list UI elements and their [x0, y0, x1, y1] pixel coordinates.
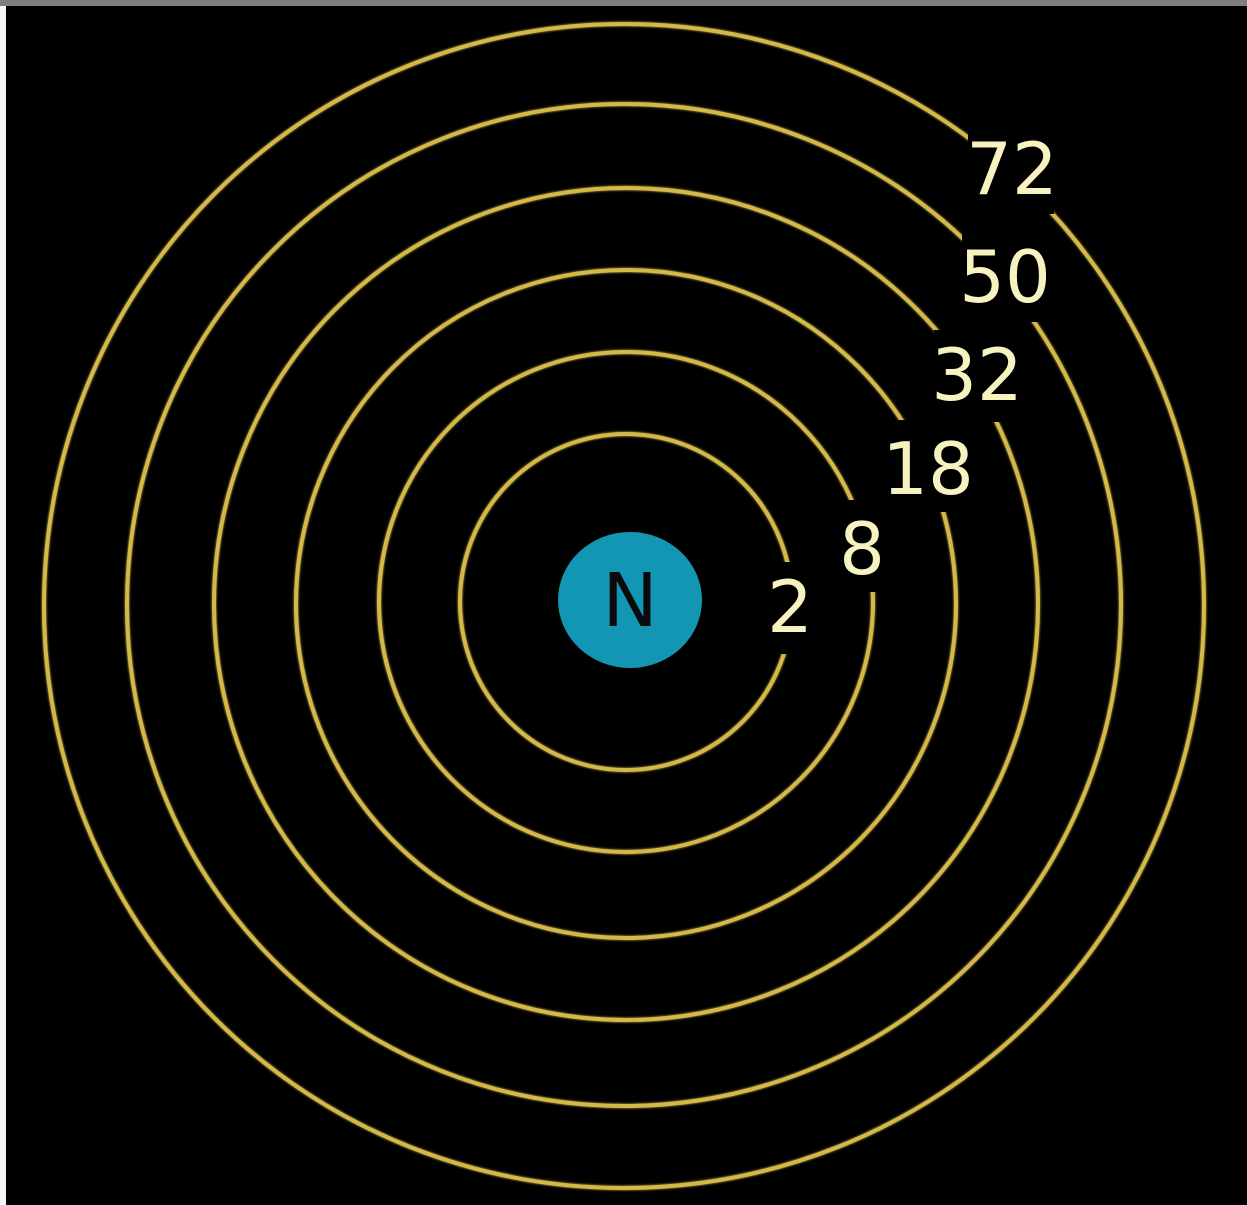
shell-ring-4	[212, 186, 1040, 1022]
shell-capacity-label-6: 72	[966, 127, 1058, 211]
shell-capacity-label-3: 18	[882, 427, 974, 511]
shell-capacity-labels: 2 8 18 32 50 72	[767, 127, 1058, 649]
nucleus: N	[558, 532, 702, 668]
shell-label-bg-4	[934, 330, 1020, 422]
shell-ring-2	[377, 350, 875, 854]
shell-label-bg-5	[962, 230, 1048, 322]
shell-capacity-label-2: 8	[839, 507, 885, 591]
shell-label-bg-3	[884, 420, 970, 512]
window-top-border	[0, 0, 1247, 6]
shell-label-bg-6	[968, 122, 1054, 214]
shell-ring-6	[42, 22, 1206, 1190]
shell-rings	[42, 22, 1206, 1190]
shell-capacity-label-1: 2	[767, 565, 813, 649]
nucleus-label: N	[602, 558, 657, 644]
shell-capacity-label-4: 32	[931, 333, 1023, 417]
shell-ring-5	[125, 102, 1123, 1108]
window-left-border	[0, 6, 6, 1205]
shell-label-backgrounds	[766, 122, 1054, 654]
shell-label-bg-2	[834, 500, 884, 592]
shell-capacity-label-5: 50	[959, 235, 1051, 319]
shell-ring-3	[294, 268, 958, 940]
nucleus-circle	[558, 532, 702, 668]
shell-label-bg-1	[766, 562, 816, 654]
